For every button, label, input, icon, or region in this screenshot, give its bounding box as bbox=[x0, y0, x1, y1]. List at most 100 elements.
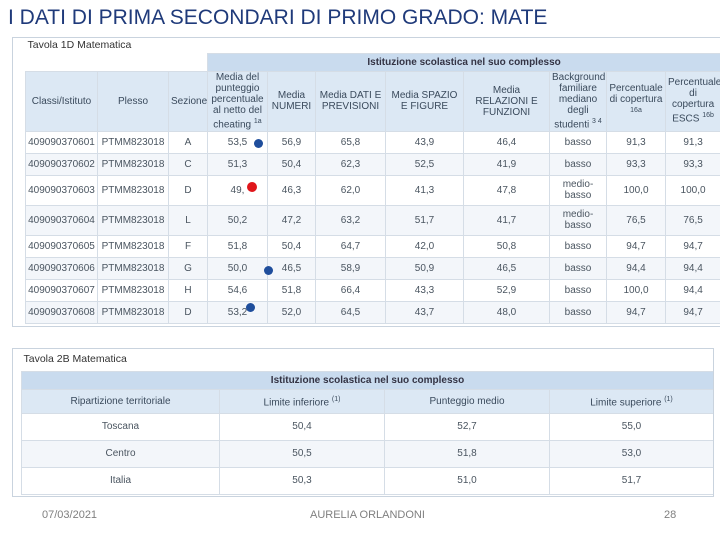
table-cell: basso bbox=[549, 152, 607, 176]
table-cell: 409090370608 bbox=[25, 300, 98, 324]
group-row: Istituzione scolastica nel suo complesso bbox=[26, 52, 720, 72]
header-note: (1) bbox=[664, 395, 673, 403]
column-header: Background familiare mediano degli stude… bbox=[549, 70, 607, 132]
table-row: 409090370606 PTMM823018 G 50,0 46,5 58,9 50,9 4… bbox=[25, 256, 720, 280]
header-text: Media RELAZIONI E FUNZIONI bbox=[475, 84, 538, 118]
table-cell: 100,0 bbox=[664, 174, 720, 206]
header-text: Media NUMERI bbox=[271, 90, 312, 112]
header-row: Classi/Istituto Plesso Sezione Media del pu… bbox=[25, 70, 720, 132]
column-header: Limite superiore (1) bbox=[549, 388, 713, 414]
header-text: Media SPAZIO E FIGURE bbox=[391, 90, 458, 112]
group-header: Istituzione scolastica nel suo complesso bbox=[21, 370, 713, 390]
table-cell: PTMM823018 bbox=[97, 204, 169, 236]
column-header: Percentuale di copertura 16a bbox=[606, 70, 666, 132]
table-cell: 51,8 bbox=[384, 439, 550, 468]
table-cell: D bbox=[168, 300, 208, 324]
table-cell: 64,7 bbox=[315, 234, 386, 258]
table-cell: 50,4 bbox=[267, 234, 316, 258]
table-cell: 93,3 bbox=[606, 152, 666, 176]
table-cell: 43,3 bbox=[385, 278, 464, 302]
table-cell: 51,8 bbox=[267, 278, 316, 302]
marker-dot bbox=[254, 139, 263, 148]
header-row: Ripartizione territoriale Limite inferior… bbox=[21, 388, 713, 414]
table-row: 409090370601 PTMM823018 A 53,5 56,9 65,8 43,9 4… bbox=[25, 130, 720, 154]
table-row: 409090370607 PTMM823018 H 54,6 51,8 66,4 43,3 5… bbox=[25, 278, 720, 302]
caption-row: Tavola 1D Matematica bbox=[25, 38, 720, 53]
table-cell: H bbox=[168, 278, 208, 302]
table-cell: 53,0 bbox=[549, 439, 713, 468]
column-header: Ripartizione territoriale bbox=[21, 388, 220, 414]
table-cell: PTMM823018 bbox=[97, 152, 169, 176]
caption-row: Tavola 2B Matematica bbox=[21, 349, 713, 371]
column-header: Percentuale di copertura ESCS 16b bbox=[664, 70, 720, 132]
table-cell: 94,7 bbox=[606, 234, 666, 258]
table-cell: 47,8 bbox=[463, 174, 550, 206]
table-cell: 54,6 bbox=[207, 278, 268, 302]
table-cell: 62,0 bbox=[315, 174, 386, 206]
header-note: (1) bbox=[331, 395, 341, 403]
table-cell: PTMM823018 bbox=[97, 256, 169, 280]
column-header: Media SPAZIO E FIGURE bbox=[385, 70, 464, 132]
table-cell: 46,5 bbox=[267, 256, 316, 280]
marker-dot bbox=[264, 266, 273, 275]
marker-dot bbox=[247, 182, 257, 192]
table-cell: 76,5 bbox=[664, 204, 720, 236]
table-cell: basso bbox=[549, 256, 607, 280]
table-cell: medio-basso bbox=[549, 174, 607, 206]
table-cell: 41,9 bbox=[463, 152, 550, 176]
header-text: Punteggio medio bbox=[429, 395, 505, 407]
header-text: Media del punteggio percentuale al netto… bbox=[211, 71, 264, 131]
header-note: 16a bbox=[630, 106, 642, 114]
header-text: Plesso bbox=[117, 95, 148, 107]
table-cell: basso bbox=[549, 278, 607, 302]
header-text: Limite superiore bbox=[590, 397, 662, 409]
table-cell: PTMM823018 bbox=[97, 174, 169, 206]
table-cell: 94,7 bbox=[664, 300, 720, 324]
table-cell: PTMM823018 bbox=[97, 278, 169, 302]
table-cell: 50,4 bbox=[267, 152, 316, 176]
table-cell: Italia bbox=[21, 466, 220, 495]
table-cell: 50,3 bbox=[219, 466, 385, 495]
table-cell: 52,0 bbox=[267, 300, 316, 324]
table-cell: 100,0 bbox=[606, 278, 666, 302]
header-text: Percentuale di copertura ESCS bbox=[668, 77, 720, 125]
header-text: Media DATI E PREVISIONI bbox=[319, 90, 382, 112]
header-text: Classi/Istituto bbox=[31, 95, 92, 107]
table-cell: D bbox=[168, 174, 208, 206]
table-cell: 52,5 bbox=[385, 152, 464, 176]
header-text: Background familiare mediano degli stude… bbox=[552, 71, 606, 131]
table-cell: 55,0 bbox=[549, 412, 713, 441]
column-header: Media del punteggio percentuale al netto… bbox=[207, 70, 268, 132]
table-cell: 47,2 bbox=[267, 204, 316, 236]
footer-date: 07/03/2021 bbox=[42, 509, 98, 521]
table-cell: C bbox=[168, 152, 208, 176]
table-cell: 52,7 bbox=[384, 412, 550, 441]
table-panel: Tavola 1D Matematica Istituzione scolasti… bbox=[12, 37, 720, 327]
table-cell: 42,0 bbox=[385, 234, 464, 258]
table-row: 409090370608 PTMM823018 D 53,2 52,0 64,5 43,7 4… bbox=[25, 300, 720, 324]
table-cell: 50,2 bbox=[207, 204, 268, 236]
table-cell: 50,8 bbox=[463, 234, 550, 258]
table-cell: 50,9 bbox=[385, 256, 464, 280]
table-cell: 56,9 bbox=[267, 130, 316, 154]
table-cell: 94,4 bbox=[606, 256, 666, 280]
header-note: 16b bbox=[702, 112, 714, 120]
table-cell: 409090370607 bbox=[25, 278, 98, 302]
table-cell: 49, bbox=[207, 174, 268, 206]
table-cell: 50,5 bbox=[219, 439, 385, 468]
blank-cell bbox=[26, 53, 208, 71]
slide-title: I DATI DI PRIMA SECONDARI DI PRIMO GRADO… bbox=[8, 6, 548, 29]
table-cell: 100,0 bbox=[606, 174, 666, 206]
table-panel: Tavola 2B Matematica Istituzione scolasti… bbox=[12, 348, 714, 497]
table-row: Toscana 50,4 52,7 55,0 bbox=[21, 412, 713, 441]
table-row: 409090370605 PTMM823018 F 51,8 50,4 64,7 42,0 5… bbox=[25, 234, 720, 258]
table-cell: 66,4 bbox=[315, 278, 386, 302]
column-header: Media DATI E PREVISIONI bbox=[315, 70, 386, 132]
table-cell: 51,3 bbox=[207, 152, 268, 176]
table-cell: 46,4 bbox=[463, 130, 550, 154]
group-header: Istituzione scolastica nel suo complesso bbox=[206, 52, 720, 72]
table-cell: 41,3 bbox=[385, 174, 464, 206]
table-cell: 93,3 bbox=[664, 152, 720, 176]
marker-dot bbox=[246, 303, 255, 312]
column-header: Classi/Istituto bbox=[25, 70, 98, 132]
